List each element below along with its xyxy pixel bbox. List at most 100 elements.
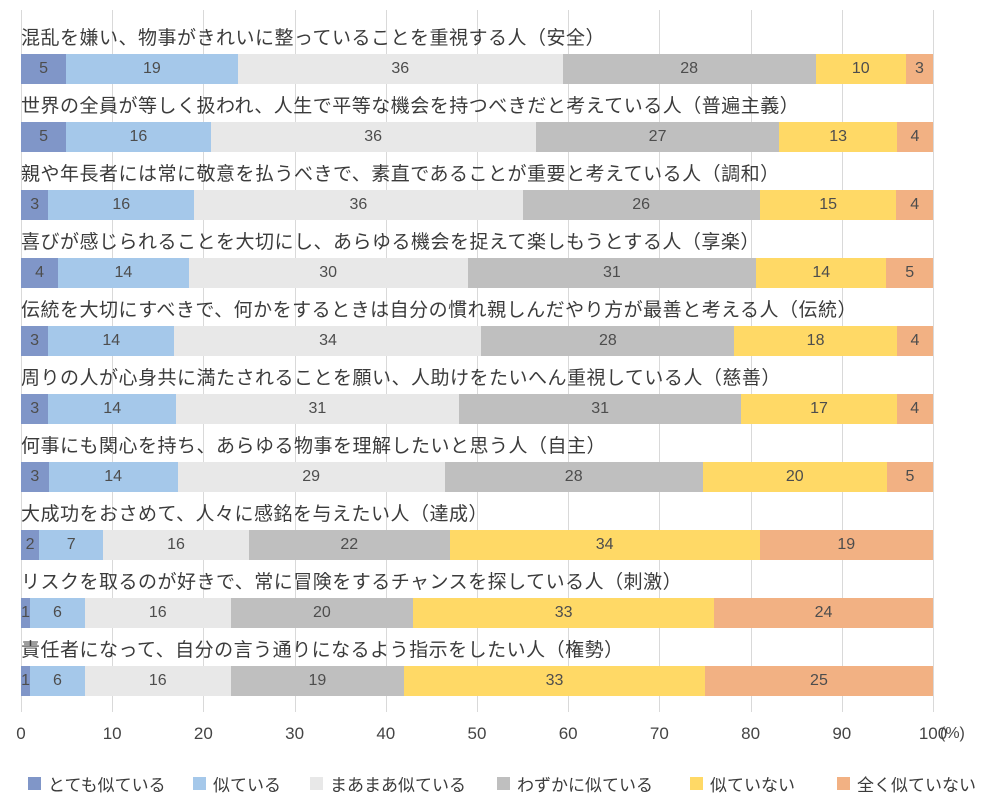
gridline — [750, 10, 752, 712]
legend-label: まあまあ似ている — [330, 775, 466, 795]
bar-value: 14 — [104, 468, 122, 485]
stacked-bar: 3 14 29 28 20 5 — [21, 462, 933, 492]
bar-value: 33 — [545, 672, 564, 689]
bar-segment: 20 — [230, 598, 414, 628]
bar-segment: 17 — [741, 394, 897, 424]
bar-segment: 36 — [210, 122, 536, 152]
category-label: 親や年長者には常に敬意を払うべきで、素直であることが重要と考えている人（調和） — [21, 164, 780, 185]
bar-value: 1 — [21, 604, 30, 621]
bar-segment: 14 — [58, 258, 189, 288]
gridline — [568, 10, 570, 712]
bar-value: 3 — [914, 60, 924, 77]
legend-item: 全く似ていない — [837, 769, 976, 797]
bar-segment: 31 — [467, 258, 757, 288]
bar-value: 28 — [564, 468, 583, 485]
stacked-bar: 5 19 36 28 10 3 — [21, 54, 933, 84]
chart-row: 大成功をおさめて、人々に感銘を与えたい人（達成） 2 7 16 22 34 19 — [21, 502, 933, 570]
bar-segment: 16 — [103, 530, 249, 560]
bar-value: 31 — [308, 400, 327, 417]
stacked-bar: 1 6 16 20 33 24 — [21, 598, 933, 628]
legend-label: わずかに似ている — [517, 775, 653, 795]
bar-segment: 5 — [21, 54, 67, 84]
x-axis-tick: 30 — [285, 724, 305, 743]
chart-row: 責任者になって、自分の言う通りになるよう指示をしたい人（権勢） 1 6 16 19 33 2… — [21, 638, 933, 706]
x-axis-tick: 40 — [376, 724, 396, 743]
bar-value: 34 — [595, 536, 614, 553]
stacked-bar: 3 14 31 31 17 4 — [21, 394, 933, 424]
legend-item: まあまあ似ている — [310, 769, 466, 797]
bar-value: 20 — [313, 604, 331, 621]
bar-value: 16 — [129, 128, 148, 145]
bar-segment: 30 — [188, 258, 468, 288]
bar-segment: 1 — [21, 598, 31, 628]
bar-segment: 28 — [444, 462, 703, 492]
category-label: 世界の全員が等しく扱われ、人生で平等な機会を持つべきだと考えている人（普遍主義） — [21, 96, 800, 117]
bar-segment: 4 — [896, 190, 933, 220]
legend-swatch — [193, 776, 206, 790]
bar-segment: 14 — [48, 326, 175, 356]
bar-segment: 22 — [248, 530, 450, 560]
gridline — [385, 10, 387, 712]
bar-segment: 14 — [48, 462, 178, 492]
bar-segment: 20 — [702, 462, 887, 492]
x-axis-tick: 70 — [649, 724, 669, 743]
x-axis-tick: 50 — [467, 724, 487, 743]
gridline — [841, 10, 843, 712]
bar-value: 10 — [851, 60, 870, 77]
bar-value: 33 — [554, 604, 573, 621]
bar-value: 19 — [143, 60, 161, 77]
category-label: リスクを取るのが好きで、常に冒険をするチャンスを探している人（刺激） — [21, 572, 683, 593]
bar-segment: 14 — [48, 394, 177, 424]
bar-segment: 16 — [84, 666, 231, 696]
stacked-bar: 5 16 36 27 13 4 — [21, 122, 933, 152]
bar-value: 13 — [829, 128, 848, 145]
bar-segment: 33 — [404, 666, 705, 696]
legend: とても似ている 似ている まあまあ似ている わずかに似ている 似ていない 全く似ていない — [0, 769, 1000, 797]
bar-value: 19 — [837, 536, 856, 553]
bar-segment: 28 — [562, 54, 816, 84]
axis-unit-label: (%) — [940, 725, 965, 742]
bar-value: 31 — [603, 264, 621, 281]
bar-value: 3 — [30, 332, 39, 349]
chart-row: リスクを取るのが好きで、常に冒険をするチャンスを探している人（刺激） 1 6 16 20… — [21, 570, 933, 638]
x-axis-tick: 10 — [102, 724, 122, 743]
chart-row: 伝統を大切にすべきで、何かをするときは自分の慣れ親しんだやり方が最善と考える人（… — [21, 298, 933, 366]
bar-segment: 2 — [21, 530, 40, 560]
bar-value: 3 — [30, 400, 40, 417]
bar-segment: 19 — [759, 530, 933, 560]
plot-area — [21, 10, 934, 712]
bar-segment: 3 — [21, 394, 49, 424]
bar-value: 5 — [905, 468, 915, 485]
bar-value: 16 — [112, 196, 131, 213]
bar-value: 36 — [391, 60, 410, 77]
stacked-bar: 3 14 34 28 18 4 — [21, 326, 933, 356]
gridline — [933, 10, 934, 712]
bar-segment: 16 — [48, 190, 195, 220]
stacked-bar: 1 6 16 19 33 25 — [21, 666, 933, 696]
bar-value: 24 — [814, 604, 833, 621]
x-axis-tick: 90 — [832, 724, 852, 743]
gridline — [659, 10, 661, 712]
bar-value: 27 — [648, 128, 667, 145]
legend-swatch — [690, 776, 703, 790]
bar-segment: 3 — [21, 326, 49, 356]
bar-segment: 10 — [815, 54, 906, 84]
bar-value: 14 — [812, 264, 831, 281]
chart-row: 混乱を嫌い、物事がきれいに整っていることを重視する人（安全） 5 19 36 28 10 3 — [21, 26, 933, 94]
bar-segment: 26 — [522, 190, 760, 220]
bar-value: 7 — [66, 536, 76, 553]
bar-value: 26 — [632, 196, 651, 213]
bar-value: 14 — [103, 400, 122, 417]
bar-segment: 31 — [176, 394, 459, 424]
bar-value: 6 — [53, 604, 62, 621]
legend-item: わずかに似ている — [497, 769, 653, 797]
stacked-bar: 3 16 36 26 15 4 — [21, 190, 933, 220]
bar-value: 31 — [591, 400, 609, 417]
bar-value: 15 — [819, 196, 837, 213]
x-axis: (%) 0 10 20 30 40 50 60 70 80 90 100 — [0, 724, 1000, 750]
legend-label: とても似ている — [48, 775, 166, 795]
gridline — [112, 10, 114, 712]
bar-segment: 5 — [886, 462, 933, 492]
bar-value: 4 — [910, 332, 920, 349]
